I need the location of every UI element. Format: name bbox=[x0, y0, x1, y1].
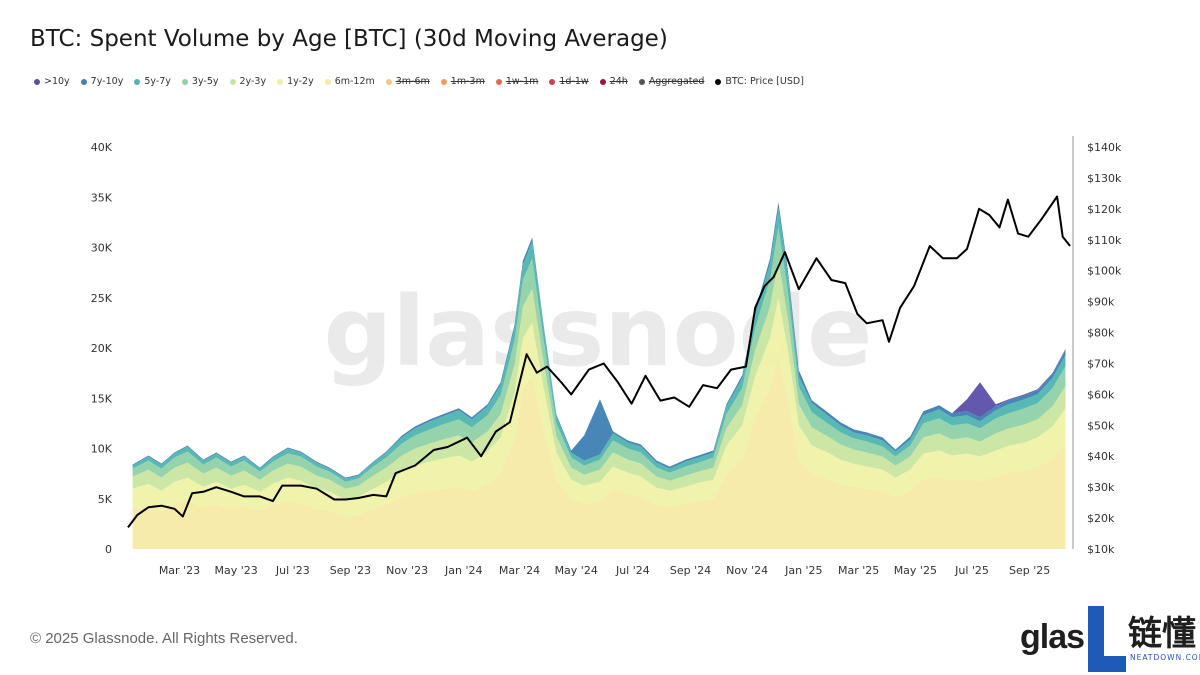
brand-logo-bar-foot bbox=[1088, 656, 1126, 672]
legend-dot-icon bbox=[440, 78, 447, 85]
y-right-tick-label: $10k bbox=[1087, 543, 1115, 556]
y-left-tick-label: 25K bbox=[91, 292, 113, 305]
brand-logo-neatdown-sub: NEATDOWN.COM bbox=[1130, 653, 1200, 662]
y-right-tick-label: $90k bbox=[1087, 296, 1115, 309]
legend-label: 2y-3y bbox=[239, 76, 267, 87]
legend-label: Aggregated bbox=[648, 76, 705, 87]
price-line-group bbox=[127, 195, 1071, 528]
y-left-tick-label: 35K bbox=[91, 191, 113, 204]
legend-label: 3y-5y bbox=[191, 76, 219, 87]
legend-dot-icon bbox=[599, 78, 606, 85]
legend-dot-icon bbox=[181, 78, 188, 85]
x-tick-label: Mar '23 bbox=[159, 564, 200, 577]
x-tick-label: Jan '24 bbox=[444, 564, 482, 577]
legend-item[interactable]: BTC: Price [USD] bbox=[715, 76, 804, 87]
y-right-tick-label: $80k bbox=[1087, 327, 1115, 340]
x-tick-label: Sep '23 bbox=[330, 564, 371, 577]
legend-label: 1y-2y bbox=[287, 76, 314, 87]
legend-label: 5y-7y bbox=[144, 76, 171, 87]
x-tick-label: May '24 bbox=[555, 564, 598, 577]
y-right-tick-label: $40k bbox=[1087, 450, 1115, 463]
x-tick-label: Sep '25 bbox=[1009, 564, 1050, 577]
price-line bbox=[127, 195, 1071, 528]
legend-dot-icon bbox=[134, 78, 141, 85]
y-right-tick-label: $30k bbox=[1087, 481, 1115, 494]
legend-item[interactable]: 3y-5y bbox=[181, 76, 219, 87]
legend-item[interactable]: 7y-10y bbox=[80, 76, 124, 87]
legend-dot-icon bbox=[495, 78, 502, 85]
area-series bbox=[132, 358, 1066, 549]
x-tick-label: Nov '23 bbox=[386, 564, 428, 577]
x-tick-label: Jul '25 bbox=[954, 564, 989, 577]
legend-item[interactable]: 1m-3m bbox=[440, 76, 485, 87]
brand-logo-glassnode: glas bbox=[1020, 618, 1085, 656]
x-tick-label: Jul '23 bbox=[275, 564, 310, 577]
brand-logo-neatdown: 链懂 bbox=[1128, 614, 1196, 654]
legend-dot-icon bbox=[715, 78, 722, 85]
legend-label: 24h bbox=[609, 76, 628, 87]
legend-item[interactable]: 5y-7y bbox=[134, 76, 171, 87]
area-series bbox=[132, 297, 1066, 517]
x-tick-label: May '25 bbox=[894, 564, 937, 577]
legend-label: 3m-6m bbox=[395, 76, 430, 87]
legend-dot-icon bbox=[80, 78, 87, 85]
legend-label: 7y-10y bbox=[90, 76, 124, 87]
y-right-tick-label: $140k bbox=[1087, 141, 1122, 154]
legend-item[interactable]: 1d-1w bbox=[549, 76, 589, 87]
legend-label: 1m-3m bbox=[450, 76, 485, 87]
y-left-tick-label: 40K bbox=[91, 141, 113, 154]
y-right-tick-label: $100k bbox=[1087, 265, 1122, 278]
legend-item[interactable]: >10y bbox=[34, 76, 70, 87]
legend-dot-icon bbox=[638, 78, 645, 85]
x-tick-label: Mar '24 bbox=[499, 564, 540, 577]
axes: 0 5K 10K 15K 20K 25K 30K 35K 40K $10k $20k $30k $40k… bbox=[91, 136, 1122, 577]
legend-dot-icon bbox=[229, 78, 236, 85]
y-right-tick-label: $130k bbox=[1087, 172, 1122, 185]
legend-item[interactable]: 24h bbox=[599, 76, 628, 87]
x-tick-label: Mar '25 bbox=[838, 564, 879, 577]
legend-label: 1w-1m bbox=[505, 76, 539, 87]
copyright: © 2025 Glassnode. All Rights Reserved. bbox=[30, 630, 298, 647]
legend-label: 6m-12m bbox=[334, 76, 375, 87]
legend-label: 1d-1w bbox=[559, 76, 589, 87]
legend-item[interactable]: 2y-3y bbox=[229, 76, 267, 87]
y-right-tick-label: $110k bbox=[1087, 234, 1122, 247]
legend-dot-icon bbox=[549, 78, 556, 85]
area-layers bbox=[132, 202, 1066, 549]
y-left-tick-label: 10K bbox=[91, 443, 113, 456]
y-left-tick-label: 20K bbox=[91, 342, 113, 355]
legend-dot-icon bbox=[385, 78, 392, 85]
legend-label: BTC: Price [USD] bbox=[725, 76, 804, 87]
y-right-tick-label: $20k bbox=[1087, 512, 1115, 525]
legend-item[interactable]: 3m-6m bbox=[385, 76, 430, 87]
x-tick-label: Jul '24 bbox=[615, 564, 650, 577]
x-tick-label: Jan '25 bbox=[784, 564, 822, 577]
y-left-tick-label: 5K bbox=[98, 493, 113, 506]
legend-dot-icon bbox=[34, 78, 40, 85]
y-right-tick-label: $70k bbox=[1087, 357, 1115, 370]
area-series bbox=[132, 202, 1066, 479]
x-tick-label: Sep '24 bbox=[670, 564, 711, 577]
legend-dot-icon bbox=[277, 78, 284, 85]
legend-item[interactable]: 6m-12m bbox=[324, 76, 375, 87]
legend-dot-icon bbox=[324, 78, 331, 85]
y-right-tick-label: $120k bbox=[1087, 203, 1122, 216]
area-series bbox=[132, 260, 1066, 500]
y-right-tick-label: $60k bbox=[1087, 388, 1115, 401]
chart-title: BTC: Spent Volume by Age [BTC] (30d Movi… bbox=[30, 26, 668, 52]
legend-item[interactable]: 1y-2y bbox=[277, 76, 314, 87]
legend-item[interactable]: 1w-1m bbox=[495, 76, 539, 87]
legend-item[interactable]: Aggregated bbox=[638, 76, 705, 87]
legend: >10y 7y-10y 5y-7y 3y-5y 2y-3y 1y-2y 6m-12m 3m-6… bbox=[34, 76, 815, 87]
x-tick-label: May '23 bbox=[215, 564, 258, 577]
y-left-tick-label: 30K bbox=[91, 242, 113, 255]
y-left-tick-label: 15K bbox=[91, 392, 113, 405]
y-left-tick-label: 0 bbox=[105, 543, 112, 556]
x-tick-label: Nov '24 bbox=[726, 564, 768, 577]
legend-label: >10y bbox=[44, 76, 70, 87]
y-right-tick-label: $50k bbox=[1087, 419, 1115, 432]
brand-logo-bar bbox=[1088, 606, 1104, 672]
